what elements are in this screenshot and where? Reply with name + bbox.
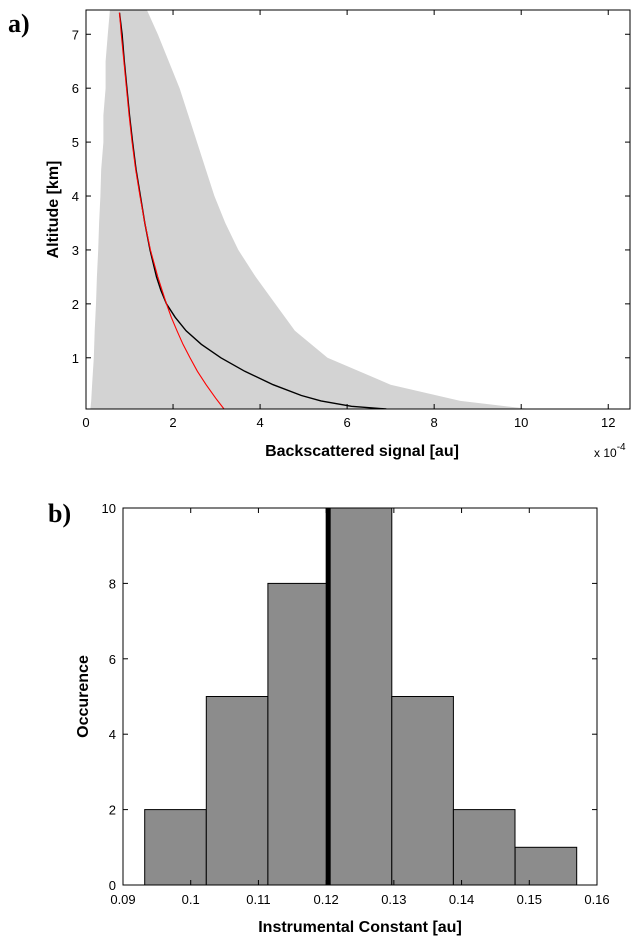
x-tick-label: 0.12 (313, 892, 338, 907)
panel-b-y-axis-label: Occurence (75, 655, 92, 738)
y-tick-label: 3 (72, 243, 79, 258)
x-tick-label: 2 (169, 415, 176, 430)
y-tick-label: 7 (72, 27, 79, 42)
panel-b-ticks: 0.09 0.1 0.11 0.12 0.13 0.14 0.15 0.16 0 2 4 6 8 10 (102, 501, 610, 907)
y-tick-label: 0 (109, 878, 116, 893)
x-tick-label: 4 (256, 415, 263, 430)
panel-a-x-exponent: x 10-4 (594, 442, 626, 460)
x-tick-label: 0.13 (381, 892, 406, 907)
histogram-bar-2 (205, 696, 269, 886)
y-tick-label: 4 (109, 727, 116, 742)
panel-b-x-axis-label: Instrumental Constant [au] (258, 919, 462, 936)
histogram-bar-1 (144, 809, 207, 886)
panel-b-plot-area (144, 507, 578, 886)
x-tick-label: 6 (344, 415, 351, 430)
uncertainty-band (90, 10, 530, 409)
x-tick-label: 0.14 (449, 892, 474, 907)
panel-a-y-axis-label: Altitude [km] (45, 161, 62, 259)
panel-a-axes-frame (85, 9, 631, 410)
histogram-bar-3 (267, 582, 330, 886)
exponent-power: -4 (617, 442, 626, 453)
panel-b-axes-frame (122, 507, 598, 886)
x-tick-label: 10 (514, 415, 528, 430)
x-tick-label: 8 (431, 415, 438, 430)
exponent-base: x 10 (594, 446, 617, 460)
x-tick-label: 12 (601, 415, 615, 430)
x-tick-label: 0.16 (584, 892, 609, 907)
panel-a-x-axis-label: Backscattered signal [au] (265, 443, 459, 460)
y-tick-label: 6 (109, 652, 116, 667)
y-tick-label: 1 (72, 351, 79, 366)
histogram-bar-6 (452, 809, 516, 886)
histogram-bar-4 (329, 507, 393, 886)
panel-a-plot-area (90, 10, 530, 409)
panel-b: b) 0.09 0.1 0.11 0.12 0.13 0.14 0.15 0.16 0 2 4 6 8 1… (48, 499, 610, 936)
histogram-bar-5 (391, 696, 454, 886)
y-tick-label: 5 (72, 135, 79, 150)
y-tick-label: 2 (109, 803, 116, 818)
y-tick-label: 6 (72, 81, 79, 96)
panel-a-label: a) (8, 9, 30, 38)
model-profile-line (118, 12, 225, 409)
y-tick-label: 4 (72, 189, 79, 204)
x-tick-label: 0.1 (182, 892, 200, 907)
x-tick-label: 0.15 (517, 892, 542, 907)
y-tick-label: 2 (72, 297, 79, 312)
histogram-bar-7 (514, 846, 578, 886)
x-tick-label: 0.09 (110, 892, 135, 907)
x-tick-label: 0.11 (246, 892, 270, 907)
panel-b-label: b) (48, 499, 71, 528)
x-tick-label: 0 (82, 415, 89, 430)
y-tick-label: 8 (109, 576, 116, 591)
y-tick-label: 10 (102, 501, 116, 516)
